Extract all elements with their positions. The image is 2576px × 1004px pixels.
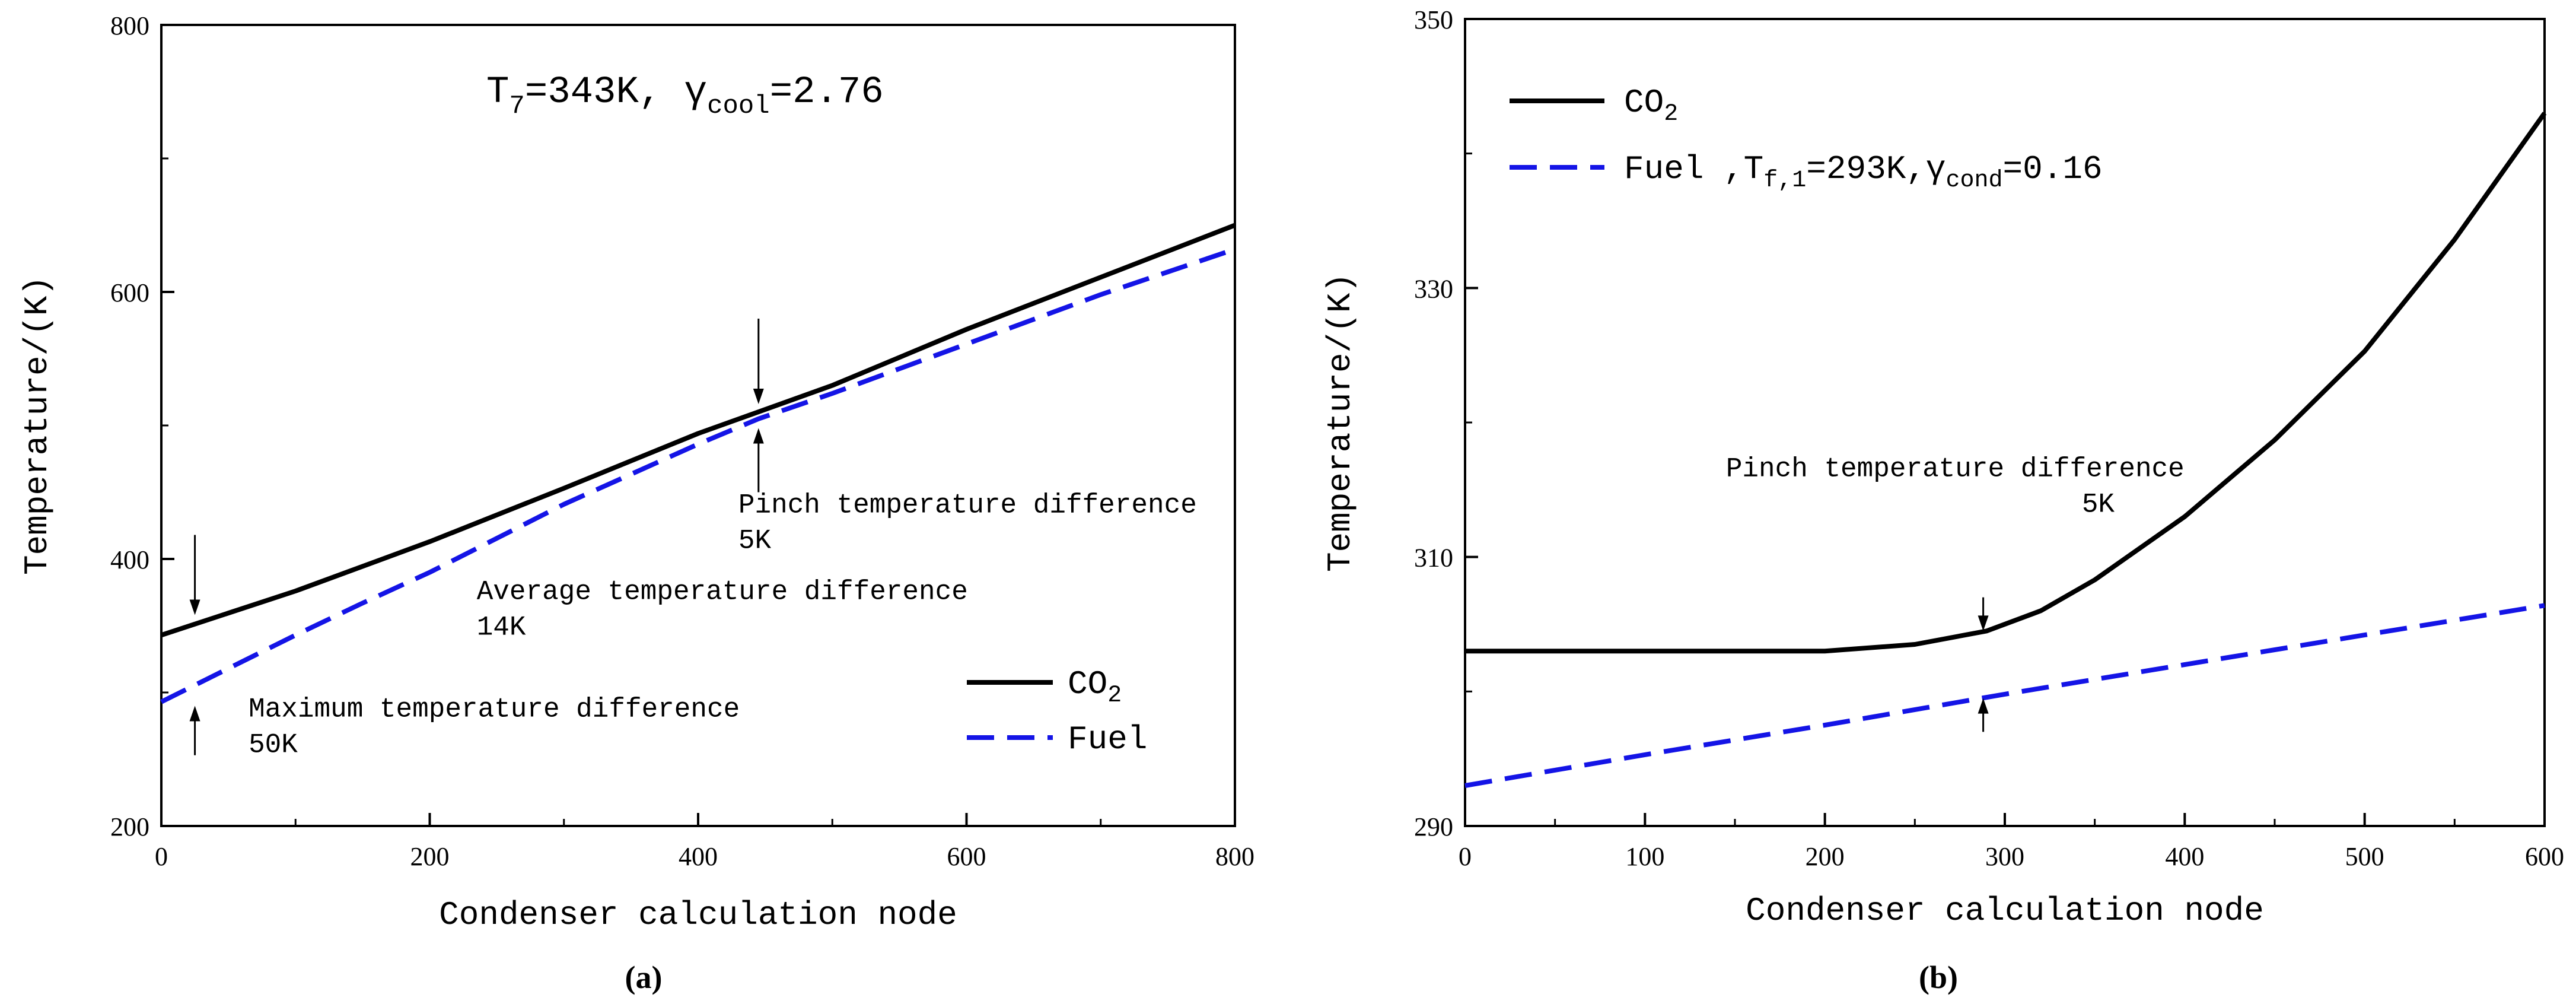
annotation-text: Average temperature difference 14K [477, 577, 968, 643]
arrow-head-up [189, 706, 200, 722]
x-tick-label: 100 [1625, 842, 1664, 871]
series-co2-line [160, 223, 1236, 638]
x-tick-label: 200 [1806, 842, 1845, 871]
arrow-head-up [753, 428, 764, 444]
annotation-text: Pinch temperature difference 5K [1726, 454, 2185, 520]
x-tick-label: 400 [2165, 842, 2204, 871]
x-tick-label: 600 [2525, 842, 2564, 871]
chart-b-legend: CO2 Fuel ,Tf,1=293K,γcond=0.16 [1510, 84, 2103, 194]
x-tick-label: 500 [2345, 842, 2384, 871]
x-tick-label: 0 [155, 842, 168, 871]
x-tick-label: 300 [1985, 842, 2024, 871]
arrow-head-down [753, 389, 764, 404]
x-tick-label: 0 [1459, 842, 1472, 871]
y-tick-label: 600 [110, 278, 149, 307]
y-tick-label: 290 [1414, 812, 1453, 841]
chart-a-legend: CO2 Fuel [967, 665, 1147, 758]
y-tick-label: 330 [1414, 274, 1453, 303]
arrow-head-up [1978, 698, 1989, 714]
x-tick-label: 400 [679, 842, 718, 871]
x-tick-label: 600 [947, 842, 986, 871]
y-tick-label: 400 [110, 545, 149, 574]
series-fuel-line [160, 247, 1236, 704]
chart-a-xlabel: Condenser calculation node [439, 896, 957, 934]
x-tick-label: 200 [410, 842, 450, 871]
y-tick-label: 310 [1414, 544, 1453, 573]
legend-b-co2-label: CO2 [1624, 84, 1678, 128]
y-tick-label: 200 [110, 812, 149, 841]
x-tick-label: 800 [1215, 842, 1254, 871]
arrow-head-down [189, 599, 200, 615]
annotation-text: Pinch temperature difference 5K [738, 490, 1197, 556]
annotation-text: Maximum temperature difference 50K [249, 694, 740, 761]
chart-b-plot-frame [1464, 18, 2546, 827]
chart-a-title: T7=343K, γcool=2.76 [486, 71, 884, 121]
legend-a-co2-label: CO2 [1068, 665, 1122, 709]
legend-b-fuel-label: Fuel ,Tf,1=293K,γcond=0.16 [1624, 150, 2103, 194]
y-tick-label: 800 [110, 11, 149, 40]
arrow-head-down [1978, 615, 1989, 631]
chart-b: 0 100 200 300 400 500 600 290 310 330 350 Pinch te… [1322, 5, 2564, 995]
chart-b-ylabel: Temperature/(K) [1322, 273, 1359, 572]
legend-a-fuel-label: Fuel [1068, 720, 1147, 758]
chart-a-ylabel: Temperature/(K) [18, 276, 56, 575]
series-co2-line [1465, 112, 2547, 654]
y-tick-label: 350 [1414, 5, 1453, 34]
chart-b-panel-label: (b) [1919, 959, 1958, 995]
chart-a-panel-label: (a) [625, 959, 663, 995]
series-fuel-line [1464, 603, 2545, 788]
chart-b-xlabel: Condenser calculation node [1746, 892, 2264, 930]
